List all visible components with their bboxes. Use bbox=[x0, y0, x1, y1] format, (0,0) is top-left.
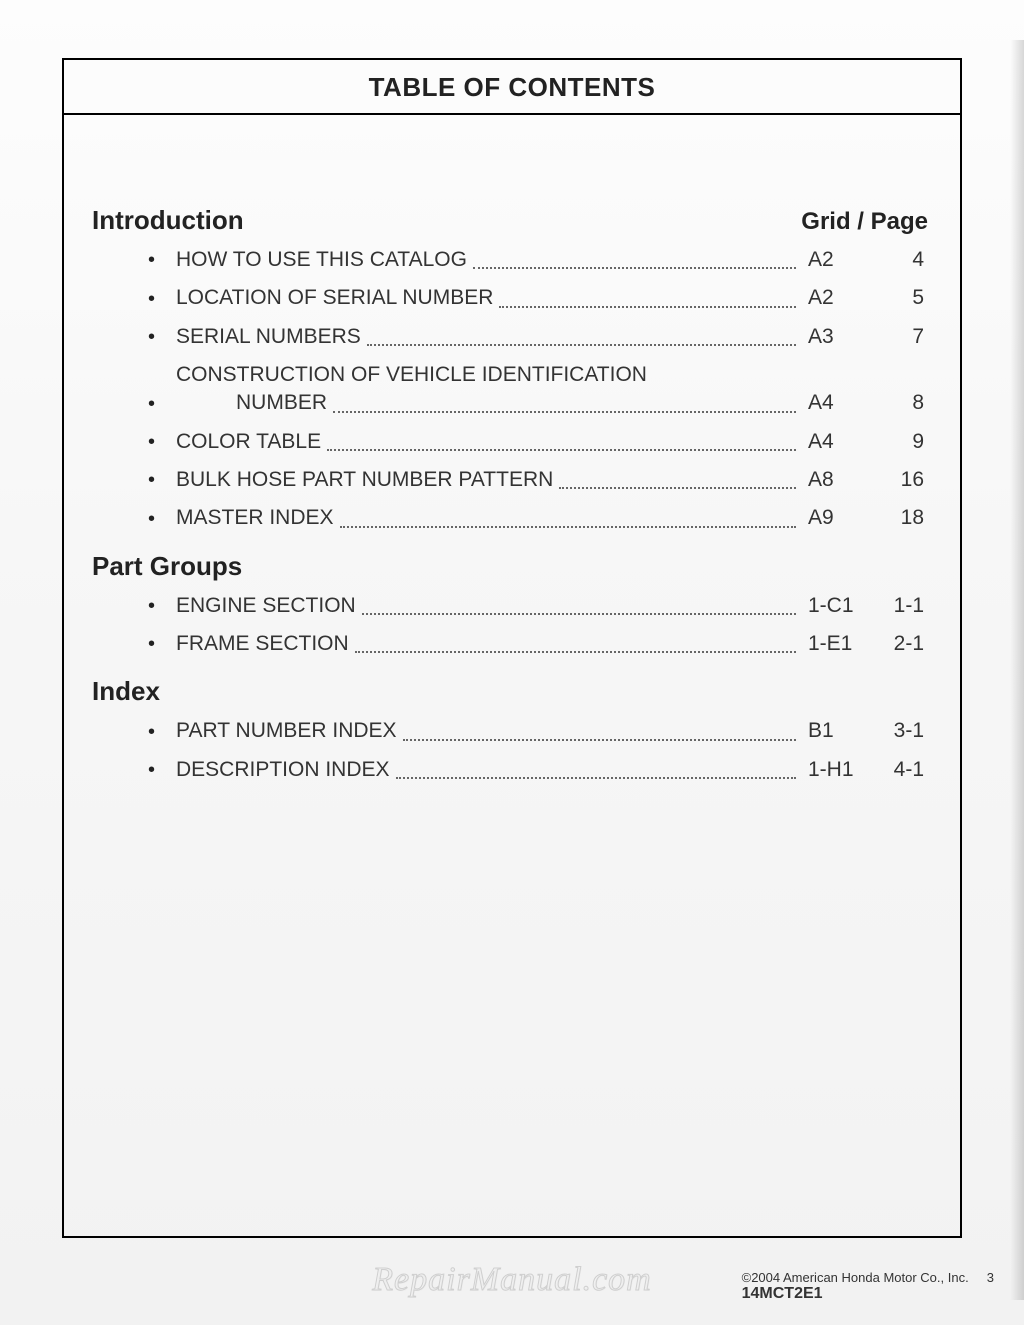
toc-label: MASTER INDEX bbox=[176, 504, 334, 532]
page-right-shadow bbox=[1010, 40, 1024, 1300]
toc-label-wrap: CONSTRUCTION OF VEHICLE IDENTIFICATIONNU… bbox=[176, 361, 802, 418]
toc-page-ref: 7 bbox=[872, 323, 932, 351]
toc-label-line2-row: NUMBER bbox=[176, 389, 802, 417]
dot-leader bbox=[559, 487, 796, 489]
toc-label-wrap: PART NUMBER INDEX bbox=[176, 717, 802, 745]
section-header-row: Index bbox=[92, 676, 932, 707]
toc-label-wrap: BULK HOSE PART NUMBER PATTERN bbox=[176, 466, 802, 494]
toc-item: •LOCATION OF SERIAL NUMBER A25 bbox=[148, 284, 932, 312]
dot-leader bbox=[327, 449, 796, 451]
toc-label-multiline: CONSTRUCTION OF VEHICLE IDENTIFICATIONNU… bbox=[176, 361, 802, 418]
toc-list: •PART NUMBER INDEX B13-1 •DESCRIPTION INDE… bbox=[92, 717, 932, 784]
toc-item: •FRAME SECTION 1-E12-1 bbox=[148, 630, 932, 658]
toc-grid-ref: 1-C1 bbox=[802, 592, 872, 620]
page-footer: ©2004 American Honda Motor Co., Inc. 3 1… bbox=[0, 1270, 1024, 1303]
toc-label: COLOR TABLE bbox=[176, 428, 321, 456]
toc-item: •BULK HOSE PART NUMBER PATTERN A816 bbox=[148, 466, 932, 494]
toc-page-ref: 4 bbox=[872, 246, 932, 274]
toc-grid-ref: A8 bbox=[802, 466, 872, 494]
toc-label: LOCATION OF SERIAL NUMBER bbox=[176, 284, 493, 312]
bullet-icon: • bbox=[148, 631, 176, 658]
toc-label: DESCRIPTION INDEX bbox=[176, 756, 390, 784]
dot-leader bbox=[355, 651, 796, 653]
toc-page-ref: 18 bbox=[872, 504, 932, 532]
toc-label-line1: CONSTRUCTION OF VEHICLE IDENTIFICATION bbox=[176, 361, 802, 389]
page-title: TABLE OF CONTENTS bbox=[64, 60, 960, 115]
toc-item: •COLOR TABLE A49 bbox=[148, 428, 932, 456]
toc-item: •ENGINE SECTION 1-C11-1 bbox=[148, 592, 932, 620]
toc-label: HOW TO USE THIS CATALOG bbox=[176, 246, 467, 274]
dot-leader bbox=[367, 344, 796, 346]
footer-page-number: 3 bbox=[987, 1270, 994, 1285]
toc-list: •HOW TO USE THIS CATALOGA24•LOCATION OF … bbox=[92, 246, 932, 533]
bullet-icon: • bbox=[148, 247, 176, 274]
toc-label-wrap: FRAME SECTION bbox=[176, 630, 802, 658]
toc-label: ENGINE SECTION bbox=[176, 592, 356, 620]
toc-page-ref: 16 bbox=[872, 466, 932, 494]
toc-grid-ref: A3 bbox=[802, 323, 872, 351]
footer-doc-code: 14MCT2E1 bbox=[742, 1285, 994, 1303]
dot-leader bbox=[403, 739, 796, 741]
toc-page-ref: 5 bbox=[872, 284, 932, 312]
bullet-icon: • bbox=[148, 593, 176, 620]
bullet-icon: • bbox=[148, 391, 176, 418]
toc-list: •ENGINE SECTION 1-C11-1 •FRAME SECTION 1-E1… bbox=[92, 592, 932, 659]
dot-leader bbox=[396, 777, 796, 779]
toc-page-ref: 4-1 bbox=[872, 756, 932, 784]
toc-label: FRAME SECTION bbox=[176, 630, 349, 658]
dot-leader bbox=[499, 306, 796, 308]
section-heading: Part Groups bbox=[92, 551, 932, 582]
toc-page-ref: 2-1 bbox=[872, 630, 932, 658]
toc-label-wrap: HOW TO USE THIS CATALOG bbox=[176, 246, 802, 274]
grid-page-column-header: Grid / Page bbox=[801, 208, 928, 236]
bullet-icon: • bbox=[148, 506, 176, 533]
bullet-icon: • bbox=[148, 757, 176, 784]
toc-item: •DESCRIPTION INDEX 1-H14-1 bbox=[148, 756, 932, 784]
page-frame: TABLE OF CONTENTS IntroductionGrid / Pag… bbox=[62, 58, 962, 1238]
toc-item: •PART NUMBER INDEX B13-1 bbox=[148, 717, 932, 745]
toc-item: •SERIAL NUMBERS A37 bbox=[148, 323, 932, 351]
section-heading: Introduction bbox=[92, 205, 801, 236]
toc-label: SERIAL NUMBERS bbox=[176, 323, 361, 351]
bullet-icon: • bbox=[148, 467, 176, 494]
toc-item: •HOW TO USE THIS CATALOG A24 bbox=[148, 246, 932, 274]
dot-leader bbox=[340, 526, 796, 528]
toc-page-ref: 8 bbox=[872, 389, 932, 417]
toc-page-ref: 1-1 bbox=[872, 592, 932, 620]
toc-label-wrap: DESCRIPTION INDEX bbox=[176, 756, 802, 784]
toc-label-line2: NUMBER bbox=[176, 389, 327, 417]
dot-leader bbox=[473, 267, 796, 269]
toc-grid-ref: B1 bbox=[802, 717, 872, 745]
copyright-text: ©2004 American Honda Motor Co., Inc. bbox=[742, 1270, 969, 1285]
dot-leader bbox=[333, 411, 796, 413]
toc-label-wrap: SERIAL NUMBERS bbox=[176, 323, 802, 351]
footer-copyright: ©2004 American Honda Motor Co., Inc. 3 1… bbox=[742, 1270, 994, 1303]
toc-grid-ref: A4 bbox=[802, 389, 872, 417]
toc-item: •MASTER INDEX A918 bbox=[148, 504, 932, 532]
toc-label-wrap: COLOR TABLE bbox=[176, 428, 802, 456]
toc-page-ref: 3-1 bbox=[872, 717, 932, 745]
bullet-icon: • bbox=[148, 429, 176, 456]
bullet-icon: • bbox=[148, 286, 176, 313]
bullet-icon: • bbox=[148, 719, 176, 746]
toc-item: •CONSTRUCTION OF VEHICLE IDENTIFICATIONN… bbox=[148, 361, 932, 418]
toc-label: PART NUMBER INDEX bbox=[176, 717, 397, 745]
toc-grid-ref: 1-H1 bbox=[802, 756, 872, 784]
dot-leader bbox=[362, 613, 796, 615]
toc-label-wrap: LOCATION OF SERIAL NUMBER bbox=[176, 284, 802, 312]
section-heading: Index bbox=[92, 676, 932, 707]
section-header-row: IntroductionGrid / Page bbox=[92, 205, 932, 236]
toc-grid-ref: A2 bbox=[802, 246, 872, 274]
toc-grid-ref: A2 bbox=[802, 284, 872, 312]
toc-label-wrap: ENGINE SECTION bbox=[176, 592, 802, 620]
toc-grid-ref: 1-E1 bbox=[802, 630, 872, 658]
toc-page-ref: 9 bbox=[872, 428, 932, 456]
toc-grid-ref: A9 bbox=[802, 504, 872, 532]
bullet-icon: • bbox=[148, 324, 176, 351]
toc-label-wrap: MASTER INDEX bbox=[176, 504, 802, 532]
toc-content: IntroductionGrid / Page•HOW TO USE THIS … bbox=[64, 115, 960, 784]
section-header-row: Part Groups bbox=[92, 551, 932, 582]
toc-grid-ref: A4 bbox=[802, 428, 872, 456]
toc-label: BULK HOSE PART NUMBER PATTERN bbox=[176, 466, 553, 494]
